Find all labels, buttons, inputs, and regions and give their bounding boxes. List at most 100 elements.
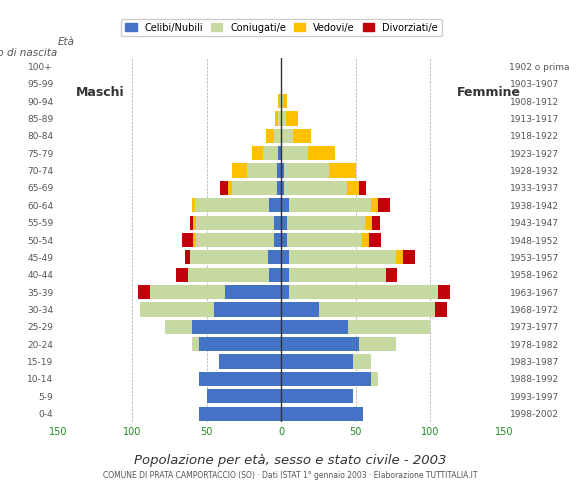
Bar — [281, 320, 348, 334]
Bar — [192, 337, 200, 351]
Bar — [281, 285, 289, 299]
Bar — [150, 285, 224, 299]
Text: Maschi: Maschi — [76, 86, 125, 99]
Bar — [274, 216, 281, 230]
Bar — [192, 198, 195, 212]
Bar — [139, 285, 150, 299]
Bar — [194, 216, 197, 230]
Bar — [358, 181, 366, 195]
Bar — [289, 285, 438, 299]
Bar — [289, 250, 396, 264]
Bar — [358, 337, 396, 351]
Text: Femmine: Femmine — [457, 86, 521, 99]
Bar — [190, 216, 194, 230]
Bar — [232, 181, 277, 195]
Bar — [284, 181, 347, 195]
Bar — [278, 146, 281, 160]
Bar — [434, 302, 447, 317]
Bar — [269, 268, 281, 282]
Bar — [371, 198, 378, 212]
Bar — [281, 372, 371, 386]
Text: Anno di nascita: Anno di nascita — [0, 48, 58, 58]
Bar — [215, 302, 281, 317]
Bar — [190, 250, 268, 264]
Bar — [194, 233, 197, 247]
Legend: Celibi/Nubili, Coniugati/e, Vedovi/e, Divorziati/e: Celibi/Nubili, Coniugati/e, Vedovi/e, Di… — [121, 19, 441, 36]
Text: Popolazione per età, sesso e stato civile - 2003: Popolazione per età, sesso e stato civil… — [134, 454, 446, 467]
Bar — [289, 198, 371, 212]
Bar — [182, 233, 194, 247]
Bar — [281, 146, 308, 160]
Bar — [200, 337, 281, 351]
Bar — [274, 129, 281, 143]
Bar — [247, 163, 277, 178]
Bar — [224, 285, 281, 299]
Bar — [252, 146, 263, 160]
Bar — [438, 285, 450, 299]
Bar — [369, 233, 381, 247]
Bar — [269, 198, 281, 212]
Bar — [278, 111, 281, 126]
Bar — [200, 372, 281, 386]
Bar — [308, 146, 335, 160]
Bar — [276, 111, 278, 126]
Bar — [372, 216, 379, 230]
Bar — [284, 163, 329, 178]
Bar — [219, 354, 281, 369]
Bar — [277, 163, 281, 178]
Bar — [403, 250, 415, 264]
Bar — [278, 94, 280, 108]
Bar — [289, 268, 386, 282]
Bar — [192, 320, 281, 334]
Bar — [165, 320, 192, 334]
Bar — [386, 268, 397, 282]
Bar — [281, 198, 289, 212]
Bar — [283, 94, 287, 108]
Bar — [362, 233, 369, 247]
Bar — [287, 233, 362, 247]
Bar — [176, 268, 187, 282]
Bar — [281, 250, 289, 264]
Bar — [281, 302, 318, 317]
Bar — [281, 407, 363, 421]
Bar — [281, 181, 284, 195]
Bar — [281, 233, 287, 247]
Bar — [281, 389, 353, 404]
Bar — [187, 268, 269, 282]
Bar — [281, 268, 289, 282]
Bar — [197, 233, 274, 247]
Text: Età: Età — [58, 37, 75, 47]
Bar — [281, 94, 283, 108]
Bar — [228, 181, 232, 195]
Bar — [197, 216, 274, 230]
Bar — [268, 250, 281, 264]
Bar — [281, 354, 353, 369]
Bar — [281, 163, 284, 178]
Bar — [365, 216, 372, 230]
Bar — [280, 94, 281, 108]
Bar — [286, 111, 298, 126]
Bar — [140, 302, 215, 317]
Bar — [318, 302, 434, 317]
Bar — [329, 163, 356, 178]
Bar — [266, 129, 274, 143]
Bar — [263, 146, 278, 160]
Bar — [281, 129, 293, 143]
Bar — [281, 337, 358, 351]
Text: COMUNE DI PRATA CAMPORTACCIO (SO) · Dati ISTAT 1° gennaio 2003 · Elaborazione TU: COMUNE DI PRATA CAMPORTACCIO (SO) · Dati… — [103, 471, 477, 480]
Bar — [277, 181, 281, 195]
Bar — [293, 129, 311, 143]
Bar — [348, 320, 430, 334]
Bar — [274, 233, 281, 247]
Bar — [378, 198, 390, 212]
Bar — [232, 163, 247, 178]
Bar — [200, 407, 281, 421]
Bar — [184, 250, 190, 264]
Bar — [371, 372, 378, 386]
Bar — [195, 198, 269, 212]
Bar — [281, 216, 287, 230]
Bar — [396, 250, 403, 264]
Bar — [287, 216, 365, 230]
Bar — [353, 354, 371, 369]
Bar — [347, 181, 358, 195]
